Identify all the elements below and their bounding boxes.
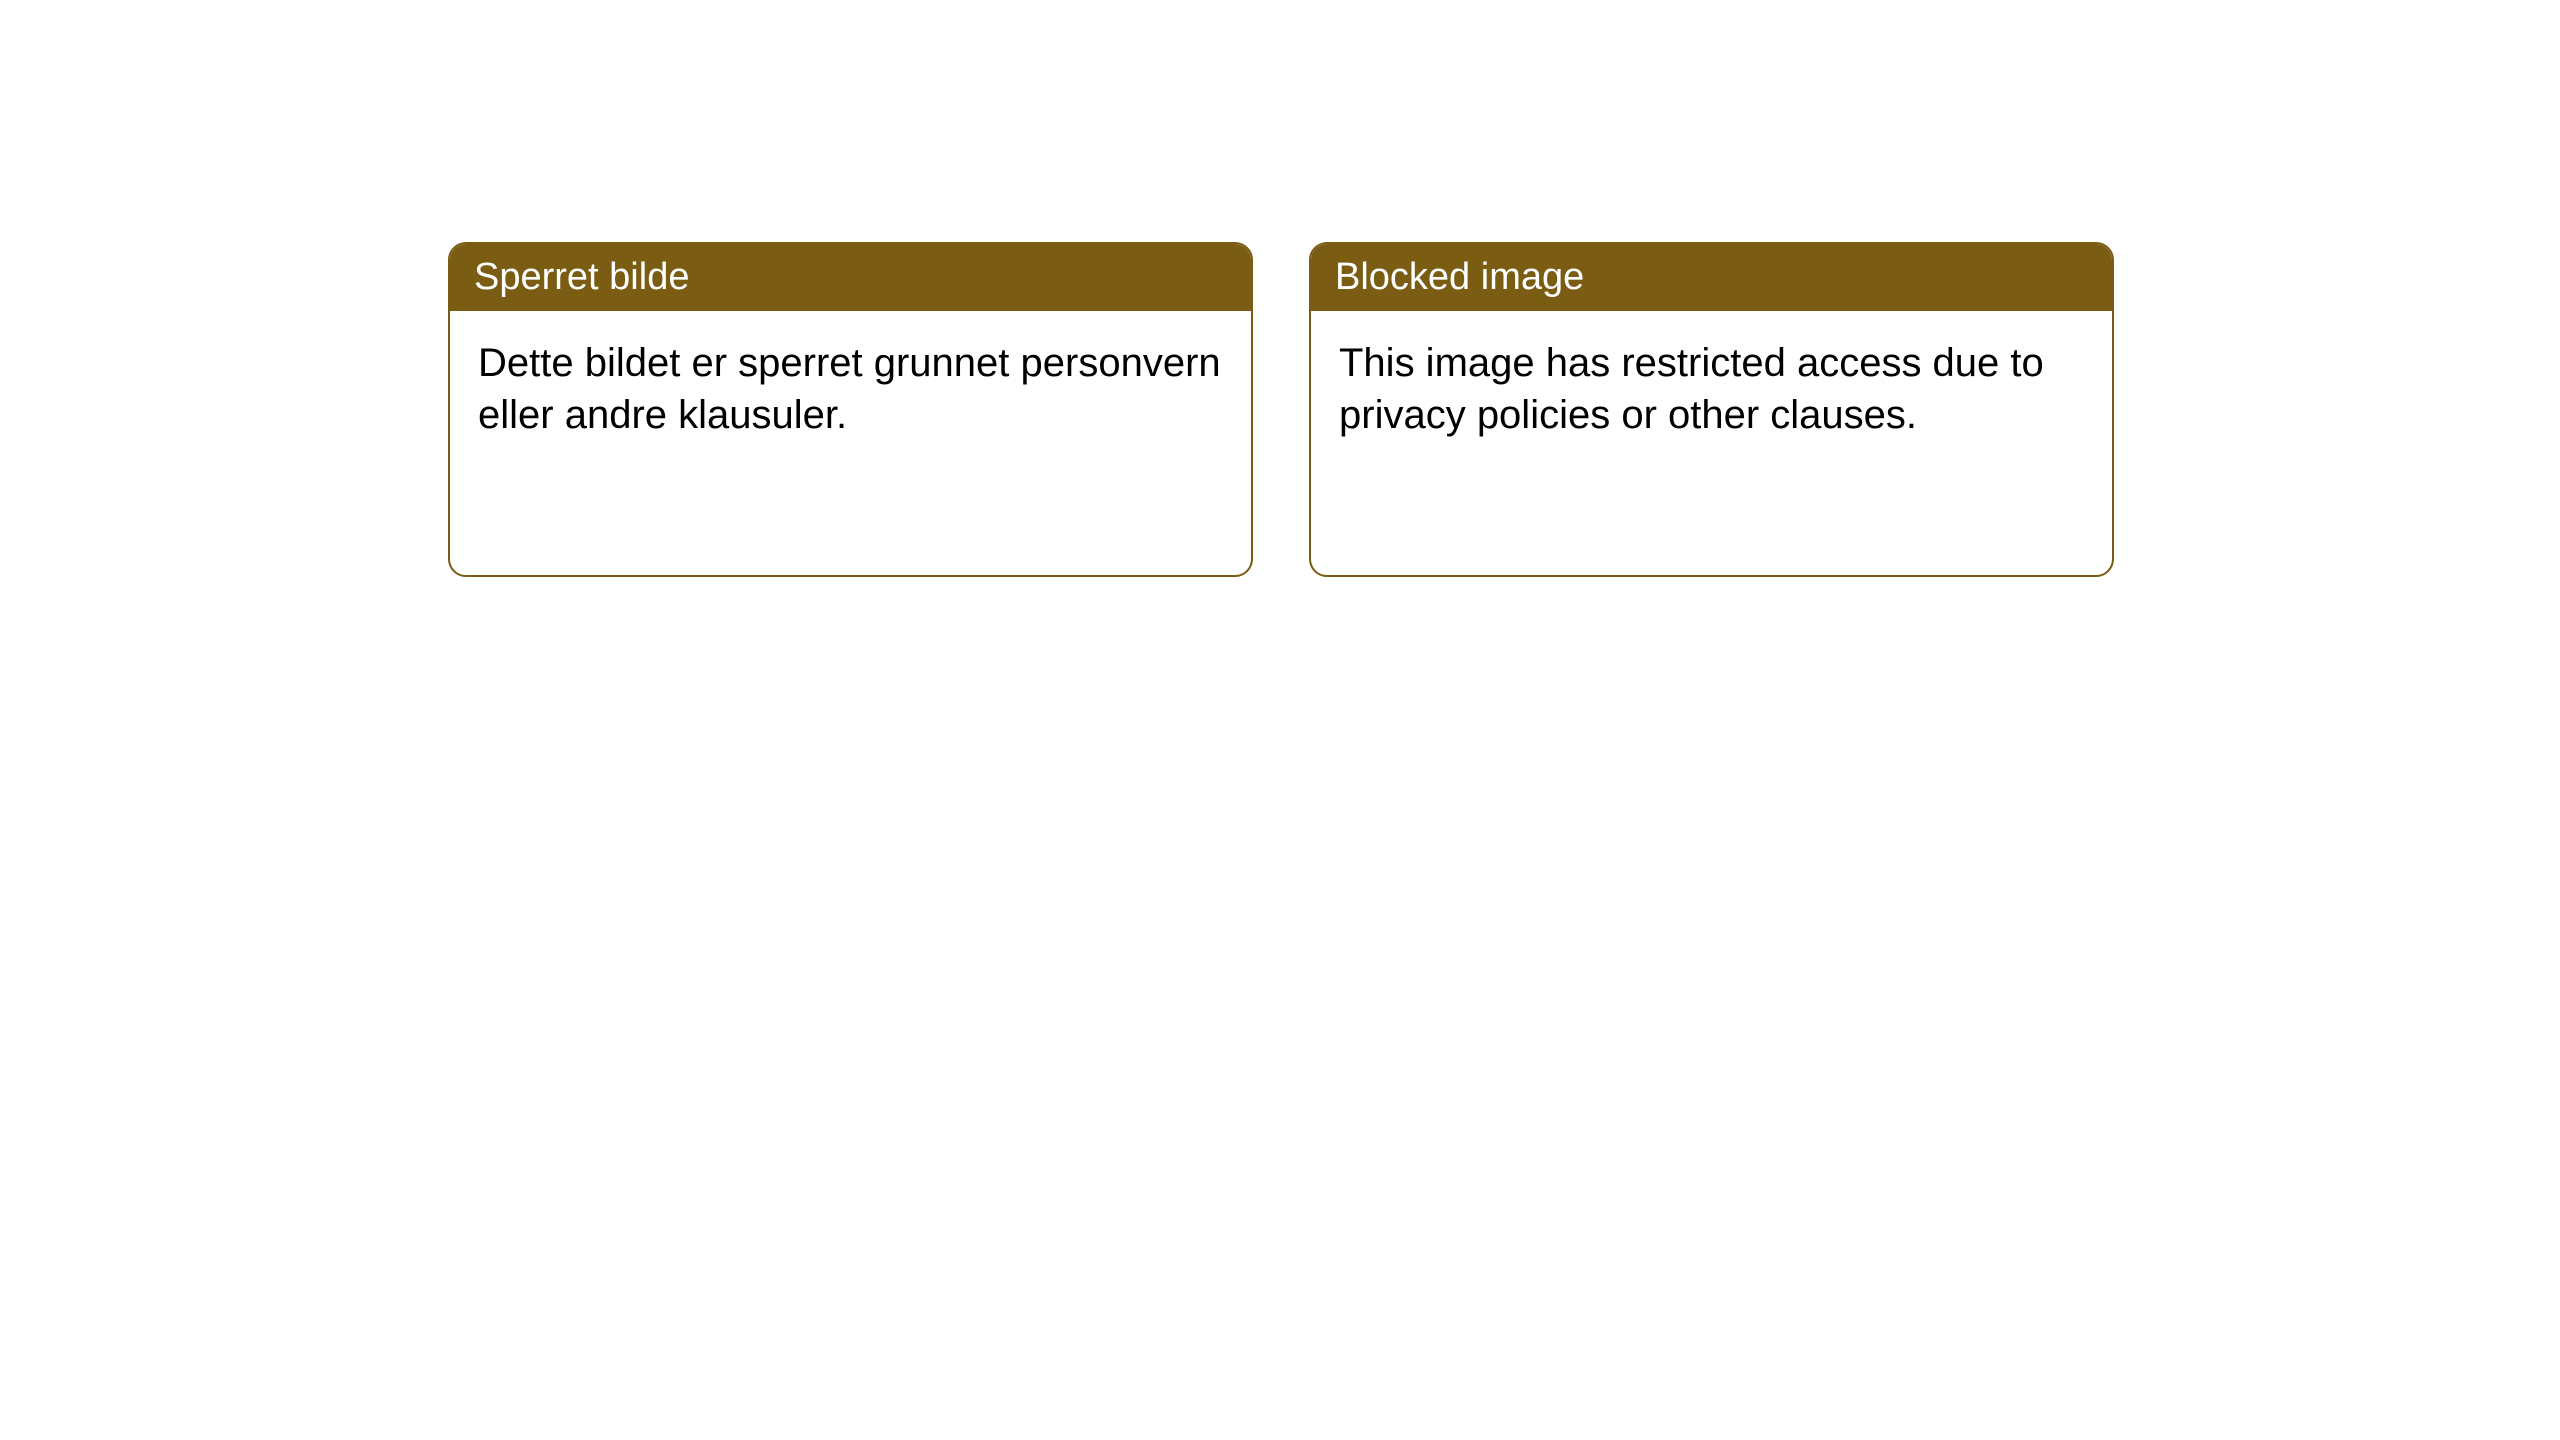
card-header-en: Blocked image <box>1311 244 2112 311</box>
card-body-en: This image has restricted access due to … <box>1311 311 2112 467</box>
notice-container: Sperret bilde Dette bildet er sperret gr… <box>0 0 2560 577</box>
blocked-image-card-en: Blocked image This image has restricted … <box>1309 242 2114 577</box>
card-header-no: Sperret bilde <box>450 244 1251 311</box>
blocked-image-card-no: Sperret bilde Dette bildet er sperret gr… <box>448 242 1253 577</box>
card-body-no: Dette bildet er sperret grunnet personve… <box>450 311 1251 467</box>
